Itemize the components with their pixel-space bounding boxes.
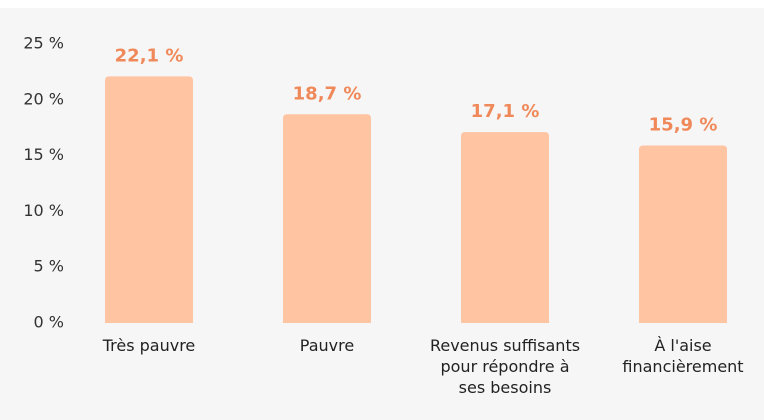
x-tick-label: Revenus suffisants pour répondre à ses b… (429, 336, 581, 397)
x-tick-label: Très pauvre (102, 336, 196, 355)
y-tick-label: 15 % (23, 145, 64, 164)
bar (105, 76, 193, 323)
y-tick-label: 20 % (23, 89, 64, 108)
bar (461, 132, 549, 323)
x-tick-label: Pauvre (299, 336, 355, 355)
y-tick-label: 10 % (23, 201, 64, 220)
value-label: 22,1 % (115, 45, 184, 66)
y-tick-label: 0 % (34, 313, 64, 332)
y-tick-label: 25 % (23, 34, 64, 53)
value-label: 17,1 % (471, 101, 540, 122)
top-band (0, 0, 764, 8)
x-tick-label: À l'aise financièrement (622, 336, 744, 376)
y-tick-label: 5 % (34, 257, 64, 276)
value-label: 18,7 % (293, 83, 362, 104)
bar (639, 145, 727, 323)
bar (283, 114, 371, 323)
value-label: 15,9 % (649, 115, 718, 136)
